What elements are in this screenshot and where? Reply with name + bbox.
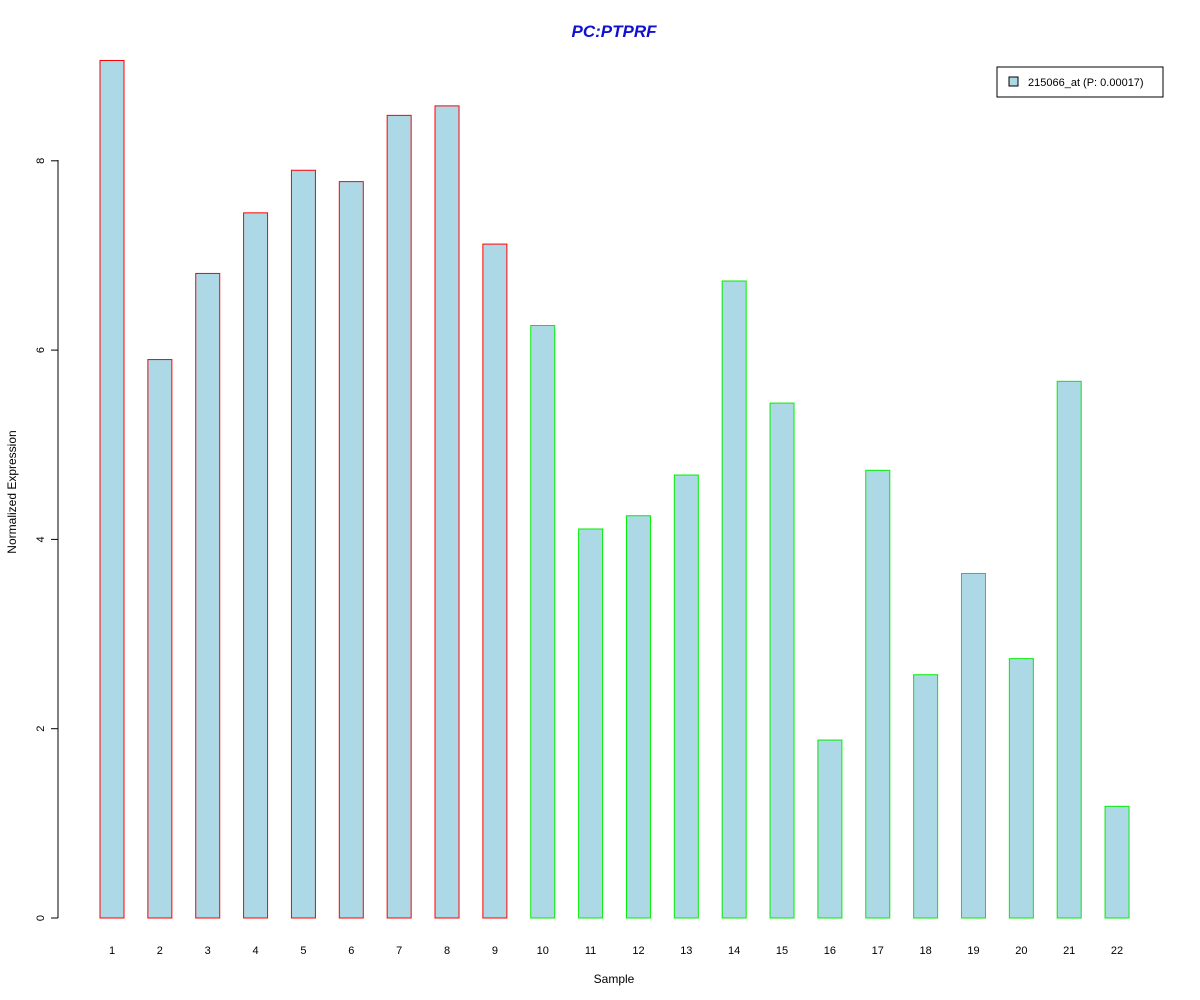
x-tick-label: 7 [396, 945, 402, 957]
x-tick-label: 21 [1063, 945, 1075, 957]
legend: 215066_at (P: 0.00017) [996, 66, 1164, 98]
bar-sample-8 [434, 105, 460, 919]
bar-sample-18 [913, 674, 939, 919]
x-tick-label: 19 [967, 945, 979, 957]
x-tick-label: 9 [492, 945, 498, 957]
bar-sample-13 [673, 474, 699, 919]
x-axis-label: Sample [594, 972, 635, 986]
x-tick-label: 16 [824, 945, 836, 957]
y-axis-label: Normalized Expression [5, 430, 19, 553]
bar-sample-14 [721, 280, 747, 919]
legend-box [996, 66, 1164, 98]
x-tick-label: 17 [872, 945, 884, 957]
bar-sample-1 [99, 59, 125, 919]
bar-sample-7 [386, 114, 412, 919]
bar-sample-6 [338, 181, 364, 919]
x-tick-label: 11 [585, 945, 596, 957]
x-tick-label: 18 [919, 945, 931, 957]
legend-swatch [1008, 76, 1019, 87]
y-tick-label: 8 [35, 158, 47, 164]
x-tick-label: 15 [776, 945, 788, 957]
bar-sample-20 [1008, 658, 1034, 919]
bar-sample-17 [865, 469, 891, 919]
x-tick-label: 10 [537, 945, 549, 957]
x-tick-label: 12 [632, 945, 644, 957]
bar-sample-5 [290, 169, 316, 919]
bar-sample-19 [960, 572, 986, 919]
bar-sample-4 [243, 212, 269, 919]
x-axis-tick-labels: 1 2 3 4 5 6 7 8 9 10 11 12 13 14 15 16 17 18 19 20 21 22 [109, 945, 1123, 957]
bar-sample-2 [147, 359, 173, 919]
x-tick-label: 3 [205, 945, 211, 957]
bar-sample-3 [195, 272, 221, 919]
bar-sample-15 [769, 402, 795, 919]
x-tick-label: 1 [109, 945, 115, 957]
x-tick-label: 4 [253, 945, 259, 957]
x-tick-label: 20 [1015, 945, 1027, 957]
bar-sample-12 [625, 515, 651, 919]
x-tick-label: 14 [728, 945, 740, 957]
bar-sample-22 [1104, 805, 1130, 919]
y-axis-ticks: 0 2 4 6 8 [35, 158, 58, 921]
y-tick-label: 6 [35, 347, 47, 353]
bar-series [99, 59, 1130, 919]
bar-sample-21 [1056, 380, 1082, 919]
y-tick-label: 4 [35, 536, 47, 542]
y-tick-label: 2 [35, 726, 47, 732]
chart-title: PC:PTPRF [572, 22, 658, 41]
x-tick-label: 8 [444, 945, 450, 957]
x-tick-label: 6 [348, 945, 354, 957]
bar-sample-11 [578, 528, 604, 919]
bar-sample-9 [482, 243, 508, 919]
x-tick-label: 13 [680, 945, 692, 957]
bar-sample-16 [817, 739, 843, 919]
legend-label: 215066_at (P: 0.00017) [1028, 77, 1144, 89]
y-tick-label: 0 [35, 915, 47, 921]
x-tick-label: 5 [300, 945, 306, 957]
x-tick-label: 22 [1111, 945, 1123, 957]
x-tick-label: 2 [157, 945, 163, 957]
bar-sample-10 [530, 324, 556, 919]
